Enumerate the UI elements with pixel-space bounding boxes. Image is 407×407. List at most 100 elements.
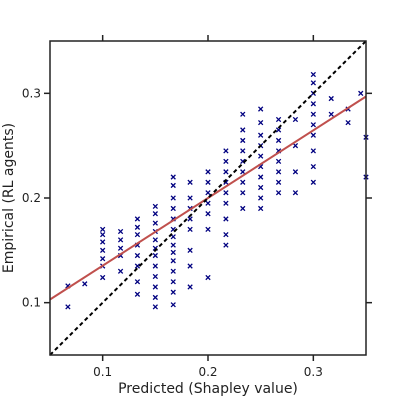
data-point — [187, 195, 193, 201]
data-points — [65, 71, 369, 310]
data-point — [134, 263, 141, 269]
data-point — [292, 169, 299, 175]
data-point — [134, 224, 141, 230]
data-point — [205, 190, 211, 196]
data-point — [240, 169, 246, 175]
data-point — [170, 279, 176, 285]
data-point — [205, 211, 211, 217]
data-point — [292, 143, 299, 149]
data-point — [117, 245, 124, 251]
data-point — [134, 231, 141, 238]
data-point — [310, 122, 316, 128]
data-point — [275, 137, 282, 144]
data-point — [65, 304, 71, 310]
data-point — [152, 263, 158, 269]
data-point — [328, 95, 334, 102]
data-point — [100, 256, 106, 262]
data-point — [240, 127, 246, 133]
data-point — [240, 205, 246, 212]
data-point — [170, 205, 176, 212]
data-point — [275, 179, 282, 185]
data-point — [223, 242, 229, 248]
data-point — [117, 268, 124, 274]
data-point — [187, 179, 193, 185]
data-point — [258, 132, 264, 138]
data-point — [275, 158, 282, 165]
y-axis-label: Empirical (RL agents) — [1, 123, 17, 273]
data-point — [187, 284, 193, 290]
data-point — [100, 231, 106, 238]
data-point — [152, 203, 158, 210]
data-point — [205, 179, 211, 185]
data-point — [310, 101, 316, 107]
data-point — [258, 153, 264, 159]
data-point — [100, 239, 106, 245]
data-point — [310, 163, 316, 170]
data-point — [152, 304, 158, 310]
data-point — [310, 179, 316, 185]
x-tick-label: 0.3 — [304, 365, 323, 379]
data-point — [223, 148, 229, 154]
data-point — [170, 174, 176, 180]
data-point — [152, 273, 158, 280]
data-point — [328, 111, 334, 117]
data-point — [152, 294, 158, 301]
data-point — [258, 195, 264, 201]
data-point — [134, 279, 141, 285]
data-point — [223, 200, 229, 206]
data-point — [187, 216, 193, 222]
plot-frame — [49, 40, 367, 356]
y-tick-label: 0.1 — [22, 296, 41, 310]
data-point — [152, 284, 158, 290]
data-point — [152, 237, 158, 243]
data-point — [117, 237, 124, 243]
data-point — [258, 106, 264, 112]
data-point — [223, 216, 229, 222]
data-point — [240, 179, 246, 185]
data-point — [310, 148, 316, 154]
fit-line — [49, 95, 367, 301]
data-point — [205, 169, 211, 175]
data-point — [187, 226, 193, 233]
data-point — [292, 190, 299, 196]
data-point — [100, 226, 106, 233]
x-tick-label: 0.2 — [198, 365, 217, 379]
data-point — [258, 205, 264, 212]
data-point — [240, 190, 246, 196]
data-point — [170, 268, 176, 274]
data-point — [310, 80, 316, 86]
data-point — [170, 242, 176, 248]
data-point — [152, 211, 158, 217]
data-point — [170, 302, 176, 308]
data-point — [170, 289, 176, 295]
data-point — [223, 190, 229, 196]
data-point — [170, 249, 176, 256]
data-point — [310, 111, 316, 117]
data-point — [117, 228, 124, 235]
data-point — [292, 116, 299, 123]
identity-line — [49, 40, 367, 356]
data-point — [223, 158, 229, 165]
data-point — [358, 90, 364, 96]
data-point — [223, 169, 229, 175]
data-point — [170, 258, 176, 264]
data-point — [310, 132, 316, 138]
data-point — [187, 247, 193, 253]
data-point — [152, 252, 158, 259]
axis-ticks: 0.1 0.2 0.3 0.1 0.2 0.3 — [22, 35, 372, 379]
data-point — [345, 119, 351, 126]
data-point — [134, 252, 141, 259]
data-point — [205, 226, 211, 233]
x-axis-label: Predicted (Shapley value) — [118, 381, 298, 397]
data-point — [258, 119, 264, 126]
x-tick-label: 0.1 — [93, 365, 112, 379]
data-point — [170, 182, 176, 189]
data-point — [240, 137, 246, 144]
data-point — [134, 216, 141, 222]
data-point — [134, 291, 141, 297]
data-point — [275, 116, 282, 123]
y-tick-label: 0.2 — [22, 191, 41, 205]
data-point — [187, 263, 193, 269]
data-point — [310, 71, 316, 78]
data-point — [170, 195, 176, 201]
